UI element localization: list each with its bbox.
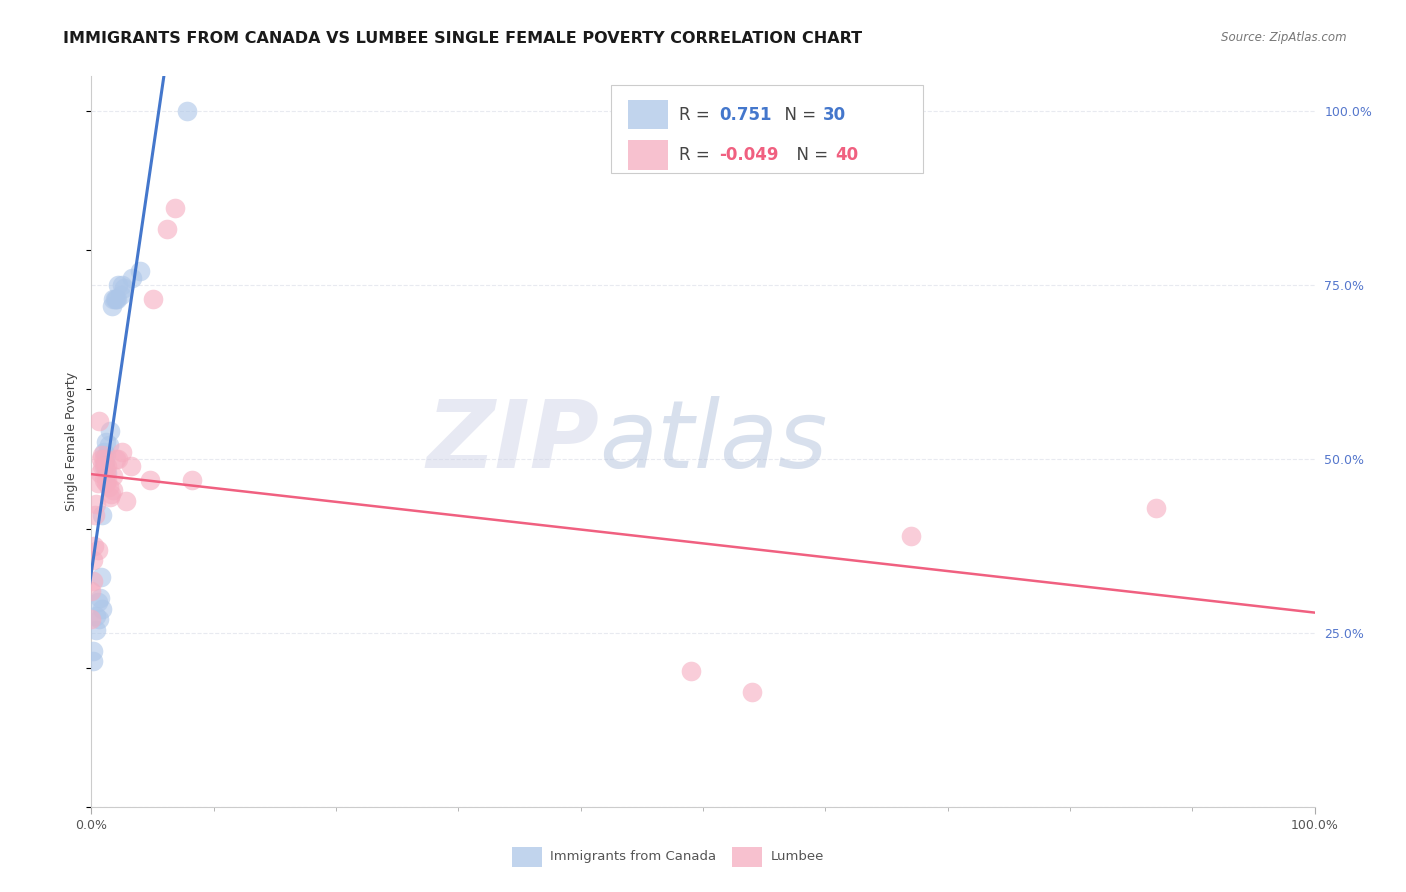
Point bbox=[96, 458, 118, 473]
Point bbox=[93, 473, 115, 487]
Text: Source: ZipAtlas.com: Source: ZipAtlas.com bbox=[1222, 31, 1347, 45]
Point bbox=[111, 277, 134, 292]
Point bbox=[180, 473, 202, 487]
Point bbox=[84, 623, 107, 637]
Point bbox=[86, 476, 108, 491]
Point bbox=[94, 449, 117, 463]
Point bbox=[97, 480, 120, 494]
Text: ZIP: ZIP bbox=[426, 395, 599, 488]
Point bbox=[86, 595, 108, 609]
Point bbox=[80, 584, 103, 599]
Point bbox=[89, 591, 111, 606]
Point bbox=[82, 643, 104, 657]
Point bbox=[93, 458, 115, 473]
FancyBboxPatch shape bbox=[628, 100, 668, 129]
Point bbox=[94, 455, 117, 469]
Point bbox=[90, 452, 112, 467]
Point bbox=[91, 601, 114, 615]
Point bbox=[89, 466, 111, 480]
Point bbox=[114, 493, 136, 508]
Point bbox=[94, 466, 117, 480]
Text: IMMIGRANTS FROM CANADA VS LUMBEE SINGLE FEMALE POVERTY CORRELATION CHART: IMMIGRANTS FROM CANADA VS LUMBEE SINGLE … bbox=[63, 31, 862, 46]
Point bbox=[104, 292, 127, 306]
FancyBboxPatch shape bbox=[512, 847, 541, 867]
Text: R =: R = bbox=[679, 106, 720, 124]
Point bbox=[82, 574, 104, 588]
Point bbox=[101, 299, 124, 313]
Point bbox=[94, 434, 117, 449]
Point bbox=[98, 490, 121, 504]
Point bbox=[163, 201, 186, 215]
Y-axis label: Single Female Poverty: Single Female Poverty bbox=[65, 372, 79, 511]
Point bbox=[94, 476, 117, 491]
Point bbox=[103, 483, 125, 498]
Point bbox=[98, 424, 121, 438]
Point bbox=[104, 452, 127, 467]
Point bbox=[107, 277, 129, 292]
Point bbox=[94, 458, 117, 473]
FancyBboxPatch shape bbox=[733, 847, 762, 867]
Text: N =: N = bbox=[786, 146, 834, 164]
Point bbox=[111, 445, 134, 459]
Point bbox=[96, 473, 118, 487]
Text: 40: 40 bbox=[835, 146, 858, 164]
Point bbox=[900, 528, 922, 542]
Point bbox=[87, 612, 110, 626]
Point bbox=[84, 608, 107, 623]
Point bbox=[156, 222, 179, 236]
Point bbox=[86, 542, 108, 557]
Point bbox=[110, 288, 132, 302]
Text: 30: 30 bbox=[823, 106, 846, 124]
Point bbox=[93, 452, 115, 467]
Point bbox=[120, 458, 142, 473]
Point bbox=[104, 292, 127, 306]
Point bbox=[141, 292, 163, 306]
Point bbox=[97, 438, 120, 452]
Point bbox=[103, 469, 125, 483]
Point bbox=[741, 685, 763, 699]
Text: Lumbee: Lumbee bbox=[770, 850, 824, 863]
Point bbox=[176, 103, 198, 118]
Text: R =: R = bbox=[679, 146, 714, 164]
Point bbox=[96, 466, 118, 480]
Point bbox=[87, 414, 110, 428]
Point bbox=[1144, 500, 1167, 515]
Text: Immigrants from Canada: Immigrants from Canada bbox=[550, 850, 716, 863]
Text: -0.049: -0.049 bbox=[718, 146, 779, 164]
Point bbox=[82, 553, 104, 567]
Point bbox=[83, 539, 105, 553]
Point bbox=[139, 473, 162, 487]
Point bbox=[112, 281, 135, 295]
Point bbox=[91, 508, 114, 522]
Point bbox=[105, 292, 128, 306]
Point bbox=[82, 654, 104, 668]
Point bbox=[91, 449, 114, 463]
FancyBboxPatch shape bbox=[612, 86, 924, 173]
Point bbox=[84, 497, 107, 511]
Text: N =: N = bbox=[773, 106, 821, 124]
Text: 0.751: 0.751 bbox=[718, 106, 772, 124]
Point bbox=[100, 487, 122, 501]
Point bbox=[93, 445, 115, 459]
Point bbox=[84, 508, 107, 522]
Point bbox=[107, 452, 129, 467]
Text: atlas: atlas bbox=[599, 396, 827, 487]
Point bbox=[129, 264, 152, 278]
Point bbox=[80, 612, 103, 626]
Point bbox=[91, 458, 114, 473]
Point bbox=[121, 270, 143, 285]
Point bbox=[103, 292, 125, 306]
Point bbox=[90, 570, 112, 584]
Point bbox=[679, 665, 702, 679]
FancyBboxPatch shape bbox=[628, 140, 668, 169]
